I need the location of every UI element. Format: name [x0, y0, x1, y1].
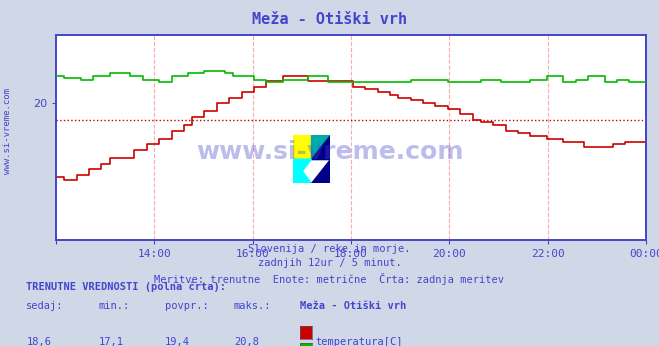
Polygon shape — [293, 159, 312, 183]
Text: Meža - Otiški vrh: Meža - Otiški vrh — [300, 301, 406, 311]
Bar — [312, 135, 330, 159]
Polygon shape — [312, 159, 330, 183]
Text: povpr.:: povpr.: — [165, 301, 208, 311]
Text: 19,4: 19,4 — [165, 337, 190, 346]
Text: sedaj:: sedaj: — [26, 301, 64, 311]
Bar — [293, 135, 312, 159]
Text: Meža - Otiški vrh: Meža - Otiški vrh — [252, 12, 407, 27]
Polygon shape — [293, 159, 312, 183]
Text: 20,8: 20,8 — [234, 337, 259, 346]
Polygon shape — [312, 135, 330, 159]
Text: www.si-vreme.com: www.si-vreme.com — [3, 89, 13, 174]
Text: maks.:: maks.: — [234, 301, 272, 311]
Text: temperatura[C]: temperatura[C] — [315, 337, 403, 346]
Text: Slovenija / reke in morje.
zadnjih 12ur / 5 minut.
Meritve: trenutne  Enote: met: Slovenija / reke in morje. zadnjih 12ur … — [154, 244, 505, 285]
Text: www.si-vreme.com: www.si-vreme.com — [196, 140, 463, 164]
Text: TRENUTNE VREDNOSTI (polna črta):: TRENUTNE VREDNOSTI (polna črta): — [26, 282, 226, 292]
Text: 18,6: 18,6 — [26, 337, 51, 346]
Text: min.:: min.: — [99, 301, 130, 311]
Text: 17,1: 17,1 — [99, 337, 124, 346]
